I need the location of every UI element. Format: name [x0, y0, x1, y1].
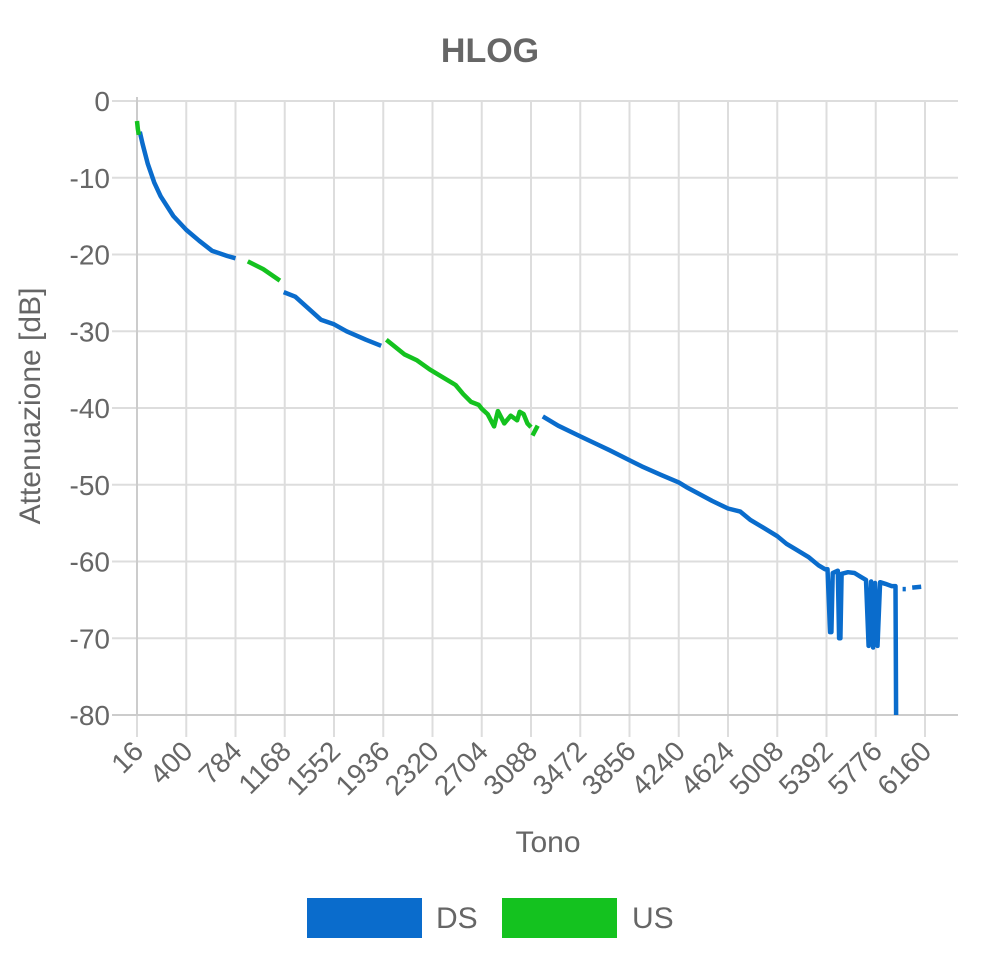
x-tick-label: 3472 [527, 735, 593, 801]
y-tick-label: -50 [70, 470, 110, 501]
x-tick-label: 1168 [232, 735, 297, 800]
legend-swatch-ds [307, 898, 422, 938]
x-tick-label: 6160 [871, 735, 937, 801]
series-ds [137, 131, 922, 716]
data-series [134, 120, 922, 716]
axes [112, 97, 958, 737]
tick-labels: 0-10-20-30-40-50-60-70-80164007841168155… [70, 86, 938, 801]
y-tick-label: 0 [94, 86, 110, 117]
x-tick-label: 400 [144, 735, 199, 790]
x-tick-label: 2704 [428, 735, 494, 801]
y-tick-label: -10 [70, 163, 110, 194]
legend-label-us: US [632, 902, 674, 935]
y-tick-label: -60 [70, 547, 110, 578]
x-tick-label: 4624 [674, 735, 740, 801]
x-tick-label: 2320 [379, 735, 445, 801]
x-axis-title: Tono [515, 826, 580, 859]
x-tick-label: 5392 [773, 735, 839, 801]
x-tick-label: 3856 [576, 735, 642, 801]
grid [136, 100, 958, 716]
x-tick-label: 16 [105, 735, 149, 779]
y-tick-label: -30 [70, 316, 110, 347]
x-tick-label: 3088 [477, 735, 543, 801]
chart-title: HLOG [441, 32, 539, 70]
legend-label-ds: DS [436, 902, 478, 935]
y-tick-label: -20 [70, 240, 110, 271]
series-line-ds [137, 131, 237, 261]
series-line-us [530, 424, 540, 437]
series-us [134, 120, 540, 437]
x-tick-label: 5776 [822, 735, 888, 801]
legend-swatch-us [502, 898, 617, 938]
x-tick-label: 4240 [625, 735, 691, 801]
x-tick-label: 5008 [724, 735, 790, 801]
y-axis-title: Attenuazione [dB] [14, 288, 47, 525]
x-tick-label: 1936 [330, 735, 396, 801]
y-tick-label: -40 [70, 393, 110, 424]
series-line-us [134, 120, 142, 136]
y-tick-label: -70 [70, 623, 110, 654]
x-tick-label: 1552 [280, 735, 346, 801]
series-line-ds [912, 584, 922, 590]
series-line-us [246, 259, 282, 283]
series-line-us [384, 337, 533, 429]
legend: DS US [307, 898, 674, 938]
series-line-ds [541, 414, 899, 716]
y-tick-label: -80 [70, 700, 110, 731]
series-line-ds [282, 290, 383, 348]
